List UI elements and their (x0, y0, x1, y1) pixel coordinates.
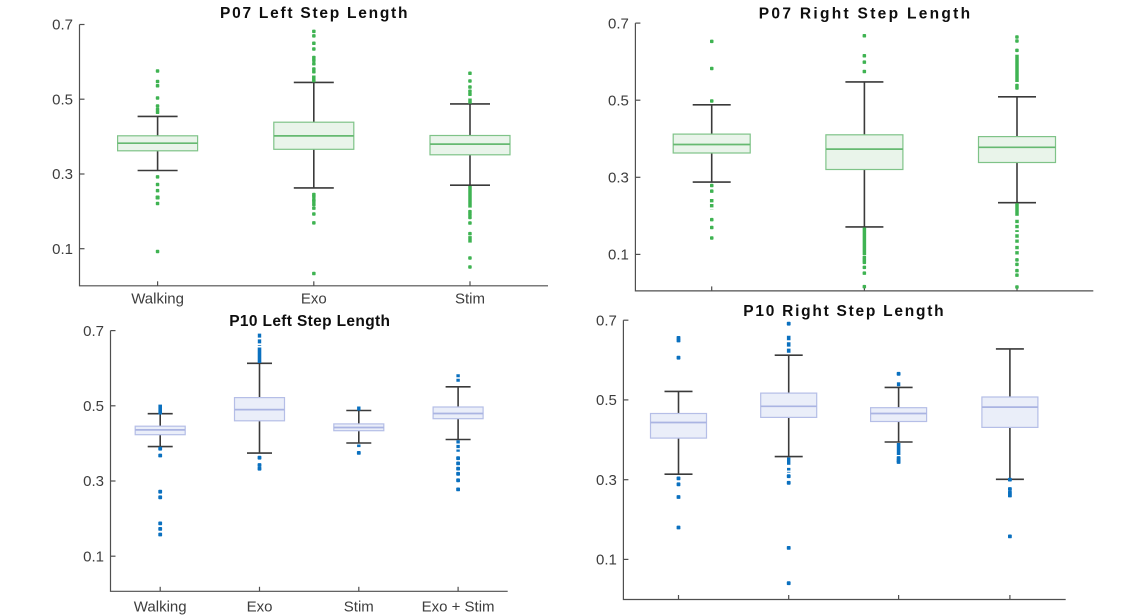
svg-text:0.3: 0.3 (52, 166, 73, 183)
svg-text:0.7: 0.7 (83, 323, 104, 340)
svg-text:0.3: 0.3 (596, 472, 617, 489)
svg-text:Exo + Stim: Exo + Stim (422, 599, 495, 616)
svg-text:0.5: 0.5 (596, 392, 617, 409)
svg-text:0.1: 0.1 (52, 241, 73, 258)
svg-text:0.5: 0.5 (608, 92, 629, 109)
svg-text:Exo: Exo (301, 291, 327, 308)
svg-text:Stim: Stim (344, 599, 374, 616)
svg-text:0.7: 0.7 (608, 15, 629, 32)
svg-text:P07 Left Step Length: P07 Left Step Length (220, 5, 409, 22)
svg-text:0.3: 0.3 (83, 473, 104, 490)
svg-text:0.5: 0.5 (52, 91, 73, 108)
svg-text:0.5: 0.5 (83, 398, 104, 415)
svg-text:P07 Right Step Length: P07 Right Step Length (759, 5, 973, 22)
svg-text:0.1: 0.1 (596, 552, 617, 569)
svg-text:0.1: 0.1 (83, 548, 104, 565)
svg-text:Stim: Stim (455, 291, 485, 308)
svg-text:Walking: Walking (131, 291, 184, 308)
svg-text:Exo: Exo (247, 599, 273, 616)
svg-text:P10 Left Step Length: P10 Left Step Length (229, 313, 390, 330)
svg-text:0.3: 0.3 (608, 170, 629, 187)
svg-text:0.1: 0.1 (608, 247, 629, 264)
svg-text:0.7: 0.7 (52, 17, 73, 34)
svg-text:Walking: Walking (134, 599, 187, 616)
svg-text:P10 Right Step Length: P10 Right Step Length (743, 303, 945, 320)
svg-text:0.7: 0.7 (596, 312, 617, 329)
